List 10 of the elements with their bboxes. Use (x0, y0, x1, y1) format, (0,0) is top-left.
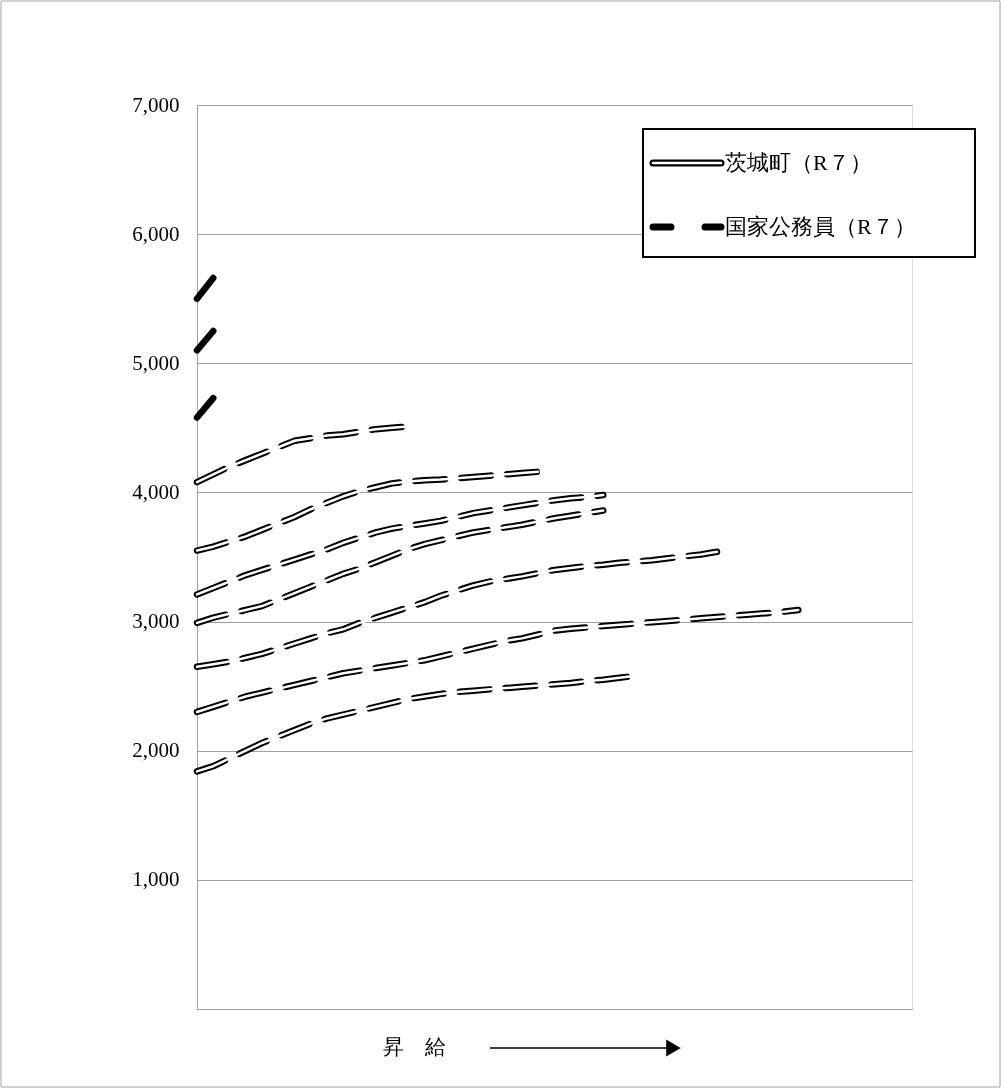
y-tick-label: 4,000 (132, 479, 180, 504)
y-tick-label: 3,000 (132, 609, 180, 634)
legend-label: 国家公務員（R７） (725, 214, 916, 239)
y-tick-label: 1,000 (132, 867, 180, 892)
x-axis-title: 昇 給 (382, 1035, 446, 1059)
y-tick-label: 7,000 (132, 92, 180, 117)
y-tick-label: 2,000 (132, 738, 180, 763)
y-tick-label: 6,000 (132, 221, 180, 246)
legend-label: 茨城町（R７） (725, 150, 872, 175)
y-tick-label: 5,000 (132, 350, 180, 375)
